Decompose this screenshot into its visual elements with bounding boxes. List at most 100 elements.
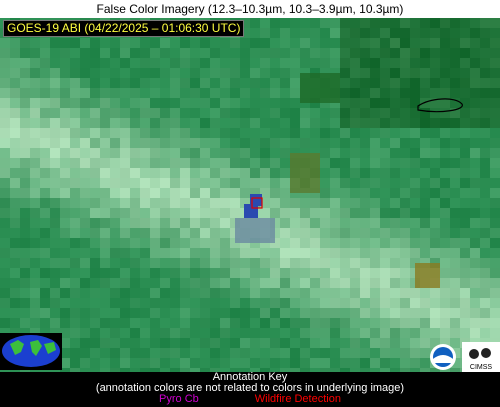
tile — [250, 38, 260, 48]
tile — [190, 78, 200, 88]
tile — [200, 118, 210, 128]
tile — [440, 108, 450, 118]
tile — [50, 278, 60, 288]
tile — [290, 58, 300, 68]
tile — [140, 238, 150, 248]
tile — [170, 88, 180, 98]
tile — [40, 268, 50, 278]
tile — [0, 148, 10, 158]
tile — [460, 328, 470, 338]
tile — [320, 188, 330, 198]
tile — [60, 128, 70, 138]
tile — [190, 118, 200, 128]
tile — [310, 328, 320, 338]
tile — [90, 198, 100, 208]
tile — [470, 108, 480, 118]
tile — [220, 198, 230, 208]
tile — [150, 168, 160, 178]
tile — [410, 158, 420, 168]
tile — [50, 208, 60, 218]
tile — [90, 368, 100, 372]
tile — [480, 58, 490, 68]
tile — [370, 188, 380, 198]
tile — [430, 238, 440, 248]
tile — [130, 138, 140, 148]
tile — [360, 348, 370, 358]
tile — [140, 138, 150, 148]
tile — [310, 38, 320, 48]
tile — [430, 88, 440, 98]
key-item: Pyro Cb — [159, 393, 199, 405]
tile — [460, 168, 470, 178]
tile — [490, 328, 500, 338]
tile — [220, 218, 230, 228]
tile — [340, 128, 350, 138]
tile — [190, 148, 200, 158]
tile — [90, 248, 100, 258]
tile — [130, 338, 140, 348]
tile — [240, 368, 250, 372]
tile — [470, 328, 480, 338]
tile — [260, 328, 270, 338]
tile — [420, 208, 430, 218]
tile — [330, 278, 340, 288]
tile — [420, 18, 430, 28]
tile — [420, 58, 430, 68]
tile — [470, 38, 480, 48]
tile — [410, 338, 420, 348]
tile — [0, 288, 10, 298]
tile — [430, 178, 440, 188]
tile — [300, 238, 310, 248]
tile — [220, 248, 230, 258]
image-caption: GOES-19 ABI (04/22/2025 – 01:06:30 UTC) — [3, 20, 245, 37]
tile — [40, 278, 50, 288]
tile — [200, 238, 210, 248]
tile — [300, 368, 310, 372]
tile — [150, 118, 160, 128]
tile — [60, 38, 70, 48]
tile — [360, 228, 370, 238]
tile — [390, 368, 400, 372]
tile — [170, 268, 180, 278]
tile — [70, 228, 80, 238]
tile — [40, 198, 50, 208]
tile — [230, 98, 240, 108]
tile — [100, 78, 110, 88]
tile — [410, 58, 420, 68]
tile — [250, 118, 260, 128]
tile — [330, 188, 340, 198]
tile — [330, 48, 340, 58]
tile — [40, 288, 50, 298]
tile — [0, 298, 10, 308]
tile — [280, 18, 290, 28]
tile — [480, 48, 490, 58]
tile — [10, 168, 20, 178]
tile — [120, 138, 130, 148]
tile — [170, 238, 180, 248]
tile — [230, 158, 240, 168]
tile — [170, 228, 180, 238]
tile — [200, 348, 210, 358]
tile — [100, 308, 110, 318]
tile — [40, 188, 50, 198]
tile — [170, 208, 180, 218]
tile — [190, 58, 200, 68]
tile — [120, 248, 130, 258]
tile — [210, 338, 220, 348]
tile — [210, 268, 220, 278]
tile — [160, 298, 170, 308]
tile — [80, 128, 90, 138]
tile — [340, 198, 350, 208]
tile — [420, 238, 430, 248]
tile — [260, 88, 270, 98]
tile — [200, 328, 210, 338]
tile — [460, 68, 470, 78]
tile — [380, 358, 390, 368]
tile — [390, 18, 400, 28]
tile — [210, 38, 220, 48]
tile — [180, 168, 190, 178]
tile — [470, 48, 480, 58]
satellite-image: CIMSS — [0, 18, 500, 372]
tile — [140, 278, 150, 288]
tile — [320, 148, 330, 158]
